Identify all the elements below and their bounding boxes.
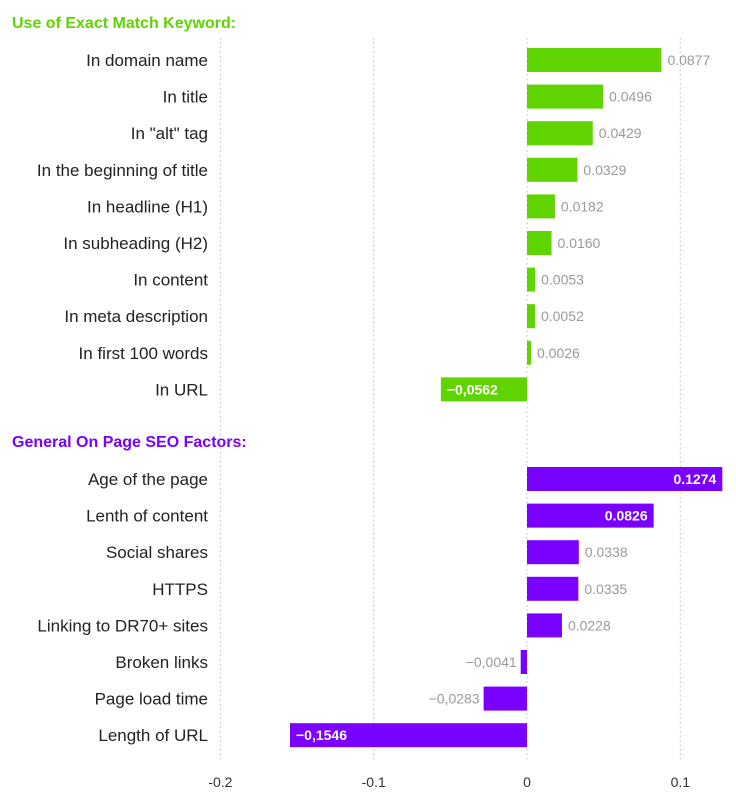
value-label: 0.0826 (605, 508, 648, 524)
value-label: 0.0228 (568, 617, 611, 633)
bar (440, 377, 527, 402)
category-label: In domain name (86, 51, 208, 70)
section-title: General On Page SEO Factors: (12, 434, 247, 451)
value-label: 0.0182 (561, 198, 604, 214)
category-label: HTTPS (152, 580, 208, 599)
value-label: 0.0052 (541, 308, 584, 324)
value-label: −0,1546 (296, 727, 347, 743)
bar (527, 84, 604, 109)
bar (527, 121, 593, 146)
bar (527, 194, 555, 219)
bar (527, 267, 536, 292)
value-label: −0,0562 (447, 381, 498, 397)
bar (527, 231, 552, 255)
category-label: In content (133, 271, 208, 290)
bar (527, 540, 579, 565)
category-label: In subheading (H2) (63, 234, 208, 253)
category-label: Lenth of content (86, 507, 208, 526)
category-label: Linking to DR70+ sites (37, 616, 208, 635)
value-label: 0.0329 (583, 162, 626, 178)
bar (527, 340, 531, 365)
bar (520, 650, 527, 674)
category-label: In first 100 words (79, 344, 208, 363)
category-label: In the beginning of title (37, 161, 208, 180)
category-label: In "alt" tag (131, 124, 208, 143)
value-label: 0.1274 (673, 471, 716, 487)
bar (527, 467, 723, 491)
bars (289, 48, 723, 748)
bar (527, 613, 562, 638)
bar (289, 723, 527, 748)
value-label: −0,0283 (429, 691, 480, 707)
value-label: 0.0026 (537, 345, 580, 361)
value-label: 0.0496 (609, 89, 652, 105)
x-tick-label: 0.1 (671, 774, 691, 790)
x-tick-label: -0.1 (362, 774, 386, 790)
value-label: 0.0877 (667, 52, 710, 68)
category-label: Broken links (115, 653, 208, 672)
category-label: In meta description (64, 307, 208, 326)
category-label: Length of URL (98, 726, 208, 745)
x-tick-label: -0.2 (208, 774, 232, 790)
category-label: In title (163, 88, 208, 107)
category-label: In headline (H1) (87, 197, 208, 216)
value-label: −0,0041 (466, 654, 517, 670)
value-label: 0.0053 (541, 272, 584, 288)
x-tick-label: 0 (523, 774, 531, 790)
value-label: 0.0429 (599, 125, 642, 141)
bar (527, 503, 654, 528)
category-label: Page load time (95, 690, 208, 709)
category-label: Social shares (106, 543, 208, 562)
bar (483, 686, 527, 711)
category-label: In URL (155, 380, 208, 399)
bar (527, 576, 579, 601)
category-label: Age of the page (88, 470, 208, 489)
bar (527, 157, 578, 182)
bar (527, 48, 662, 72)
value-label: 0.0335 (584, 581, 627, 597)
section-title: Use of Exact Match Keyword: (12, 15, 236, 32)
bar (527, 304, 535, 329)
value-label: 0.0160 (558, 235, 601, 251)
value-label: 0.0338 (585, 544, 628, 560)
labels: -0.2 -0.1 0 0.1 Use of Exact Match Keyword: I… (12, 15, 717, 790)
